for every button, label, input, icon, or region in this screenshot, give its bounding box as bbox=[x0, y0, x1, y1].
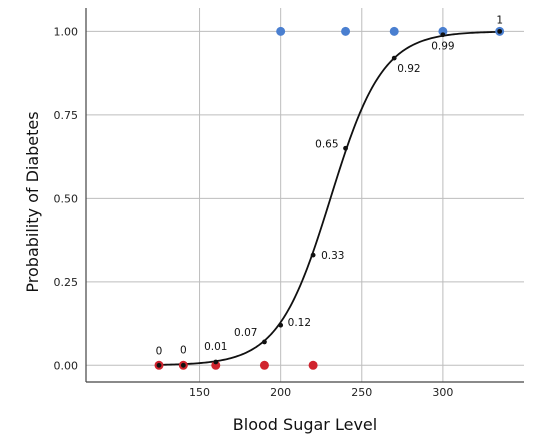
y-tick-label: 1.00 bbox=[54, 25, 79, 38]
non-diabetic-point bbox=[211, 360, 221, 370]
fitted-point bbox=[440, 32, 446, 38]
fitted-point bbox=[262, 339, 267, 345]
fitted-point bbox=[213, 359, 219, 365]
fitted-points bbox=[156, 28, 503, 368]
fitted-point bbox=[391, 55, 397, 61]
diabetic-point bbox=[276, 26, 286, 36]
data-labels: 0 0 0.01 0.07 0.12 0.33 0.65 0.92 0.99 1 bbox=[156, 14, 503, 357]
data-label: 0.99 bbox=[431, 41, 454, 53]
tick-labels: 150 200 250 300 0.00 0.25 0.50 0.75 1.00 bbox=[54, 25, 454, 399]
y-tick-label: 0.50 bbox=[54, 192, 79, 205]
data-label: 0.07 bbox=[234, 327, 257, 339]
diabetic-point bbox=[389, 26, 399, 36]
data-label: 0.33 bbox=[321, 250, 344, 262]
data-label: 0.12 bbox=[288, 317, 311, 329]
y-tick-label: 0.00 bbox=[54, 359, 79, 372]
data-label: 0.65 bbox=[315, 138, 338, 150]
data-label: 0 bbox=[180, 344, 187, 356]
fitted-point bbox=[278, 322, 284, 328]
x-tick-label: 250 bbox=[351, 386, 372, 399]
x-axis-title: Blood Sugar Level bbox=[233, 415, 377, 434]
x-tick-label: 300 bbox=[432, 386, 453, 399]
diabetic-point bbox=[438, 26, 448, 36]
fitted-point bbox=[497, 28, 503, 34]
x-tick-label: 200 bbox=[270, 386, 291, 399]
data-label: 0.92 bbox=[397, 63, 420, 75]
non-diabetic-point bbox=[308, 360, 318, 370]
y-axis-title: Probability of Diabetes bbox=[23, 111, 42, 292]
non-diabetic-point bbox=[259, 360, 269, 370]
y-tick-label: 0.75 bbox=[54, 109, 79, 122]
x-tick-label: 150 bbox=[189, 386, 210, 399]
fitted-point bbox=[156, 362, 162, 368]
data-label: 1 bbox=[496, 14, 503, 26]
observation-points bbox=[154, 26, 505, 370]
fitted-point bbox=[310, 252, 316, 258]
data-label: 0.01 bbox=[204, 341, 227, 353]
data-label: 0 bbox=[156, 345, 163, 357]
diabetic-point bbox=[341, 26, 351, 36]
fitted-point bbox=[343, 145, 348, 151]
axes bbox=[85, 8, 524, 383]
y-tick-label: 0.25 bbox=[54, 276, 79, 289]
fitted-point bbox=[180, 362, 186, 368]
